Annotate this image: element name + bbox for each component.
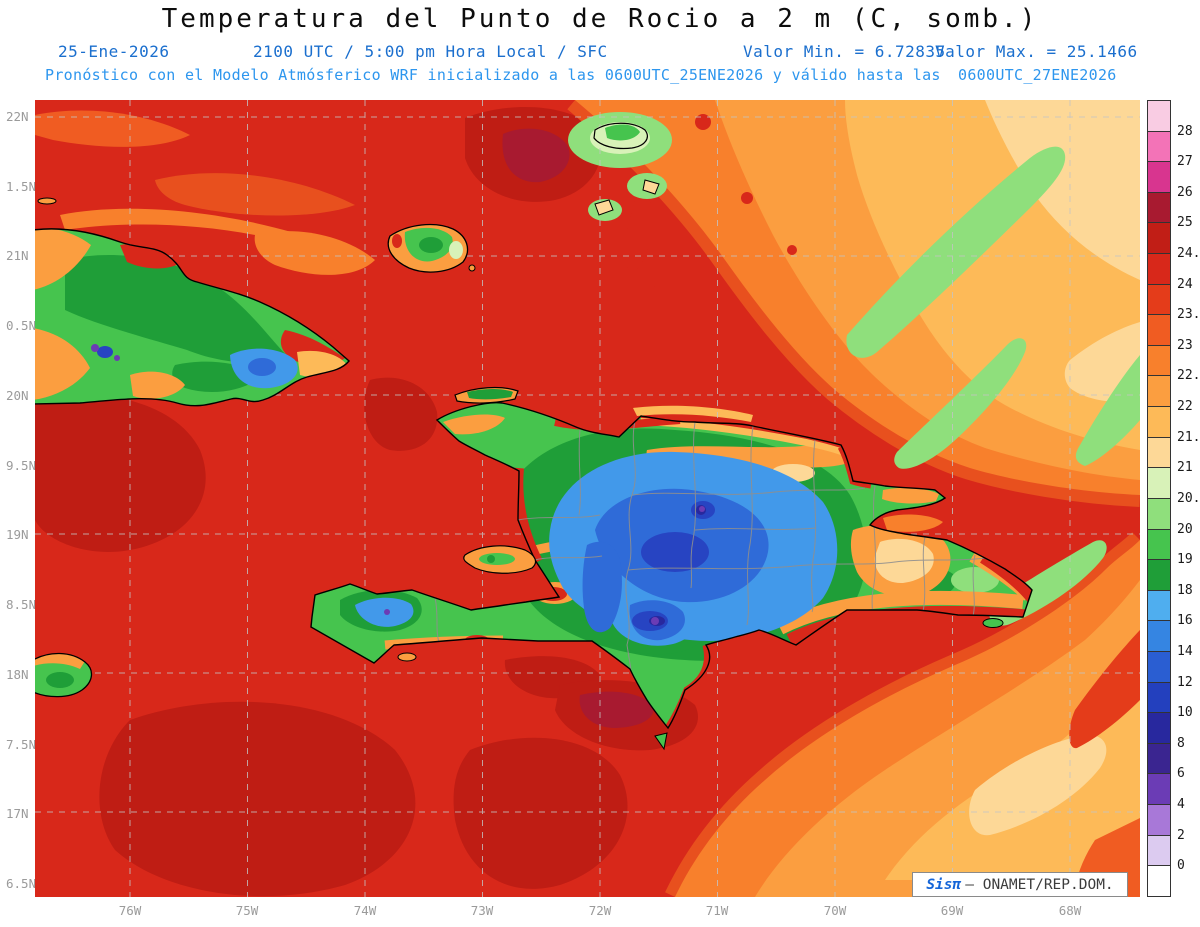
x-axis-label: 71W [705, 903, 729, 918]
colorbar-tick-label: 10 [1177, 705, 1193, 721]
x-axis-label: 75W [235, 903, 259, 918]
colorbar-segment: 27 [1148, 130, 1193, 169]
colorbar-tick-label: 25 [1177, 215, 1193, 231]
colorbar-segment: 20 [1148, 497, 1193, 537]
great-inagua-island [387, 223, 476, 273]
colorbar-tick-label: 0 [1177, 858, 1185, 874]
colorbar-segment: 8 [1148, 712, 1185, 751]
colorbar-segment: 21.5 [1148, 406, 1200, 445]
colorbar-segment: 26 [1148, 161, 1193, 200]
x-axis-label: 69W [940, 903, 964, 918]
y-axis-label: 22N [6, 109, 29, 124]
colorbar-tick-label: 22.5 [1177, 368, 1200, 384]
colorbar-segment: 10 [1148, 681, 1193, 720]
colorbar-tick-label: 21 [1177, 460, 1193, 476]
colorbar-segment: 14 [1148, 620, 1193, 659]
colorbar-tick-label: 23.5 [1177, 307, 1200, 323]
x-axis-label: 74W [353, 903, 377, 918]
gonave-island [463, 545, 537, 574]
colorbar-tick-label: 12 [1177, 674, 1193, 690]
colorbar-segment [1148, 865, 1170, 896]
colorbar-tick-label: 14 [1177, 643, 1193, 659]
colorbar-segment: 20.5 [1148, 467, 1200, 506]
credit-text: – ONAMET/REP.DOM. [965, 876, 1114, 893]
colorbar-segment: 24 [1148, 253, 1193, 292]
turks-caicos-islands [593, 122, 660, 216]
hispaniola-landmass [310, 401, 1033, 729]
page-title: Temperatura del Punto de Rocio a 2 m (C,… [161, 4, 1039, 34]
x-axis-label: 72W [588, 903, 612, 918]
y-axis-label: 7.5N [6, 737, 37, 752]
colorbar-tick-label: 4 [1177, 797, 1185, 813]
colorbar-tick-label: 22 [1177, 399, 1193, 415]
colorbar-tick-label: 8 [1177, 735, 1185, 751]
valid-until-text: 0600UTC_27ENE2026 [958, 66, 1117, 84]
colorbar-segment: 23.5 [1148, 283, 1200, 322]
colorbar-tick-label: 20.5 [1177, 490, 1200, 506]
colorbar-segment: 28 [1148, 101, 1193, 139]
model-info-text: Pronóstico con el Modelo Atmósferico WRF… [45, 66, 941, 84]
tortue-island [454, 386, 519, 404]
colorbar-segment: 0 [1148, 834, 1185, 873]
colorbar-segment: 22 [1148, 375, 1193, 414]
map-area [35, 100, 1140, 897]
max-value-label: Valor Max. = 25.1466 [935, 42, 1138, 61]
colorbar-segment: 4 [1148, 773, 1185, 812]
y-axis-label: 17N [6, 806, 29, 821]
colorbar-tick-label: 2 [1177, 827, 1185, 843]
colorbar: 28 27 26 25 24.5 24 23.5 23 22.5 22 21.5… [1147, 100, 1200, 897]
colorbar-segment: 18 [1148, 559, 1193, 598]
colorbar-tick-label: 21.5 [1177, 429, 1200, 445]
colorbar-segment: 21 [1148, 436, 1193, 475]
colorbar-segment: 6 [1148, 742, 1185, 781]
y-axis-label: 6.5N [6, 876, 37, 891]
forecast-date: 25-Ene-2026 [58, 42, 170, 61]
colorbar-tick-label: 6 [1177, 766, 1185, 782]
colorbar-segment: 16 [1148, 589, 1193, 628]
x-axis-label: 76W [118, 903, 142, 918]
colorbar-segment: 22.5 [1148, 344, 1200, 383]
colorbar-segment: 25 [1148, 191, 1193, 230]
colorbar-tick-label: 24.5 [1177, 246, 1200, 262]
colorbar-tick-label: 16 [1177, 613, 1193, 629]
colorbar-segment: 12 [1148, 650, 1193, 690]
y-axis-label: 20N [6, 388, 29, 403]
sispi-logo: Sisπ [926, 876, 962, 893]
colorbar-tick-label: 20 [1177, 521, 1193, 537]
forecast-time: 2100 UTC / 5:00 pm Hora Local / SFC [253, 42, 608, 61]
colorbar-tick-label: 19 [1177, 552, 1193, 568]
y-axis-label: 18N [6, 667, 29, 682]
colorbar-tick-label: 26 [1177, 184, 1193, 200]
jamaica-landmass [35, 652, 93, 698]
hispaniola-interior [340, 407, 1032, 728]
colorbar-tick-label: 27 [1177, 154, 1193, 170]
y-axis-label: 0.5N [6, 318, 37, 333]
colorbar-segment: 24.5 [1148, 222, 1200, 261]
x-axis-label: 73W [470, 903, 494, 918]
sea-dewpoint-field [35, 100, 1140, 897]
cuba-landmass [35, 228, 350, 407]
forecast-map [35, 100, 1140, 897]
green-streak [846, 146, 1066, 358]
y-axis-label: 9.5N [6, 458, 37, 473]
x-axis-label: 70W [823, 903, 847, 918]
x-axis-label: 68W [1058, 903, 1082, 918]
colorbar-segment: 2 [1148, 804, 1185, 843]
y-axis-label: 21N [6, 248, 29, 263]
colorbar-tick-label: 23 [1177, 337, 1193, 353]
y-axis-label: 8.5N [6, 597, 37, 612]
credit-box: Sisπ – ONAMET/REP.DOM. [912, 872, 1128, 897]
y-axis-label: 1.5N [6, 179, 37, 194]
y-axis-label: 19N [6, 527, 29, 542]
colorbar-tick-label: 18 [1177, 582, 1193, 598]
small-islands [37, 197, 1004, 751]
colorbar-tick-label: 28 [1177, 123, 1193, 139]
colorbar-tick-label: 24 [1177, 276, 1193, 292]
min-value-label: Valor Min. = 6.72835 [743, 42, 946, 61]
colorbar-segment: 19 [1148, 528, 1193, 567]
colorbar-segment: 23 [1148, 314, 1193, 353]
